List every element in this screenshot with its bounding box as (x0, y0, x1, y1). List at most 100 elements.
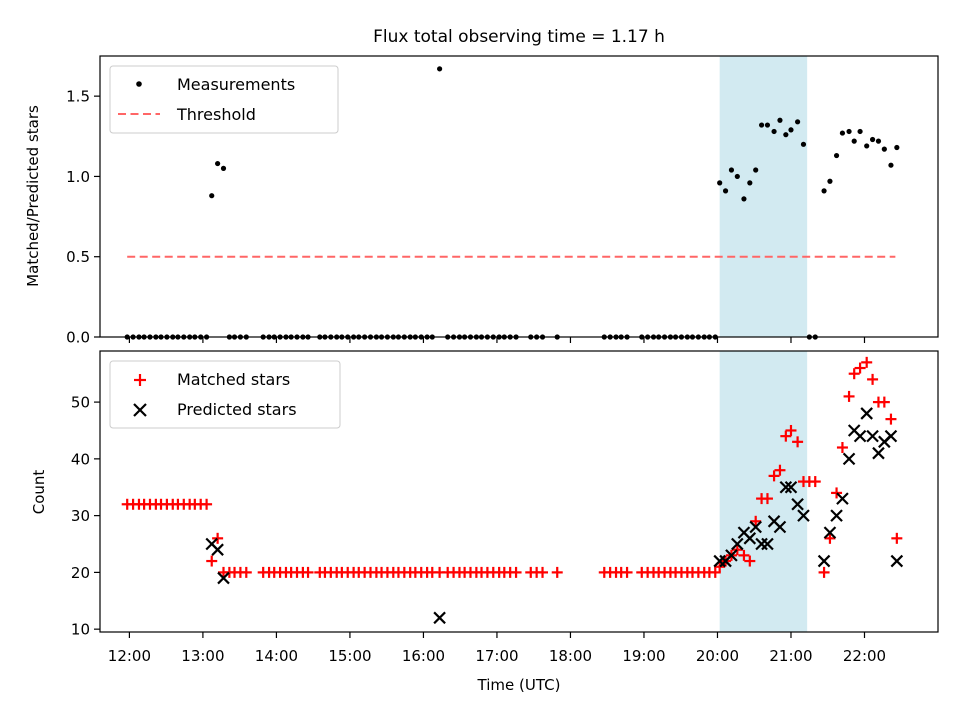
measurement-point (839, 130, 846, 136)
top-y-axis: 0.0 0.5 1.0 1.5 (66, 88, 100, 347)
measurement-point (717, 180, 723, 186)
top-legend: Measurements Threshold (109, 65, 339, 134)
matched-star-point (206, 555, 218, 567)
measurement-point (722, 188, 729, 194)
bottom-axes-frame (99, 350, 939, 633)
measurement-point (734, 173, 740, 180)
legend-predicted-label: Predicted stars (177, 400, 297, 419)
measurement-point (800, 141, 807, 147)
top-legend-box (109, 65, 339, 134)
measurement-point (833, 152, 840, 159)
measurement-point (875, 138, 882, 144)
predicted-star-point (725, 549, 738, 562)
x-tick-label: 17:00 (475, 647, 518, 665)
matched-star-point (861, 356, 873, 368)
matched-star-point (302, 566, 314, 578)
x-tick-label: 18:00 (549, 647, 592, 665)
y-tick-label: 0.5 (66, 248, 90, 266)
y-tick-label: 20 (71, 564, 90, 582)
matched-star-point (774, 464, 786, 476)
matched-star-point (843, 390, 855, 402)
bottom-legend: Matched stars Predicted stars (109, 360, 341, 429)
matched-star-point (824, 532, 836, 544)
x-tick-label: 14:00 (255, 647, 298, 665)
bottom-y-axis-label: Count (30, 470, 48, 515)
measurement-point (747, 180, 753, 186)
predicted-star-point (842, 452, 856, 466)
predicted-star-point (872, 446, 885, 460)
matched-star-point (738, 549, 750, 561)
x-tick-label: 20:00 (696, 647, 739, 665)
y-tick-label: 1.5 (66, 88, 90, 106)
predicted-star-point (217, 571, 230, 585)
measurement-point (209, 193, 215, 199)
predicted-star-point (817, 554, 831, 568)
top-highlight-span (719, 56, 808, 337)
matched-star-point (836, 442, 848, 454)
bottom-x-axis: 12:00 13:00 14:00 15:00 16:00 17:00 18:00 19:00… (108, 632, 886, 665)
x-tick-label: 22:00 (843, 647, 886, 665)
measurement-point (894, 144, 900, 151)
bottom-legend-box (109, 360, 341, 429)
x-tick-label: 15:00 (328, 647, 371, 665)
predicted-star-point (884, 429, 898, 443)
measurement-point (821, 188, 827, 194)
predicted-star-point (823, 526, 837, 539)
measurement-point (777, 117, 783, 123)
matched-star-point (848, 368, 860, 380)
measurement-point (764, 122, 771, 128)
x-axis-label: Time (UTC) (477, 676, 561, 694)
matched-star-point (551, 566, 563, 578)
measurement-point (881, 146, 887, 152)
matched-star-point (714, 561, 726, 573)
predicted-star-point (836, 492, 849, 505)
matched-stars-points (121, 356, 903, 578)
predicted-star-point (853, 429, 867, 443)
measurement-point (753, 167, 759, 173)
legend-measurements-label: Measurements (177, 75, 295, 94)
matched-star-point (785, 424, 797, 436)
predicted-star-point (433, 611, 446, 625)
matched-star-point (768, 470, 780, 482)
measurement-point (215, 160, 221, 167)
bottom-y-axis: 10 20 30 40 50 (71, 394, 100, 639)
predicted-star-point (211, 543, 224, 556)
matched-star-point (731, 544, 743, 556)
matched-star-point (537, 566, 549, 578)
matched-star-point (867, 373, 879, 385)
predicted-star-point (731, 537, 744, 551)
x-tick-label: 13:00 (181, 647, 224, 665)
matched-star-point (780, 430, 792, 442)
legend-predicted-marker (133, 403, 147, 417)
matched-star-point (854, 362, 866, 374)
matched-star-point (709, 566, 721, 578)
predicted-star-point (860, 407, 873, 420)
matched-star-point (891, 532, 903, 544)
matched-star-point (621, 566, 633, 578)
measurement-point (846, 128, 852, 135)
matched-star-point (212, 532, 224, 544)
x-tick-label: 19:00 (622, 647, 665, 665)
matched-star-point (201, 498, 213, 510)
measurement-point (728, 167, 735, 173)
matched-star-point (750, 515, 762, 527)
predicted-star-point (743, 532, 757, 545)
measurement-point (869, 136, 876, 143)
predicted-star-point (866, 429, 879, 443)
measurement-point (220, 165, 227, 171)
predicted-stars-points (205, 407, 904, 625)
matched-star-point (744, 555, 756, 567)
x-tick-label: 12:00 (108, 647, 151, 665)
measurement-point (771, 128, 777, 135)
top-y-axis-label: Matched/Predicted stars (24, 105, 42, 287)
bottom-panel: 10 20 30 40 50 12:00 13:00 14:00 15:00 16:00 17:0… (30, 350, 939, 694)
predicted-star-point (890, 554, 904, 568)
y-tick-label: 50 (71, 394, 90, 412)
top-panel: 0.0 0.5 1.0 1.5 Matched/Predicted stars Mea… (24, 55, 939, 347)
predicted-star-point (791, 497, 804, 511)
matched-star-point (510, 566, 522, 578)
y-tick-label: 10 (71, 621, 90, 639)
top-x-ticks (128, 337, 866, 343)
x-tick-label: 21:00 (769, 647, 812, 665)
legend-threshold-label: Threshold (176, 105, 256, 124)
